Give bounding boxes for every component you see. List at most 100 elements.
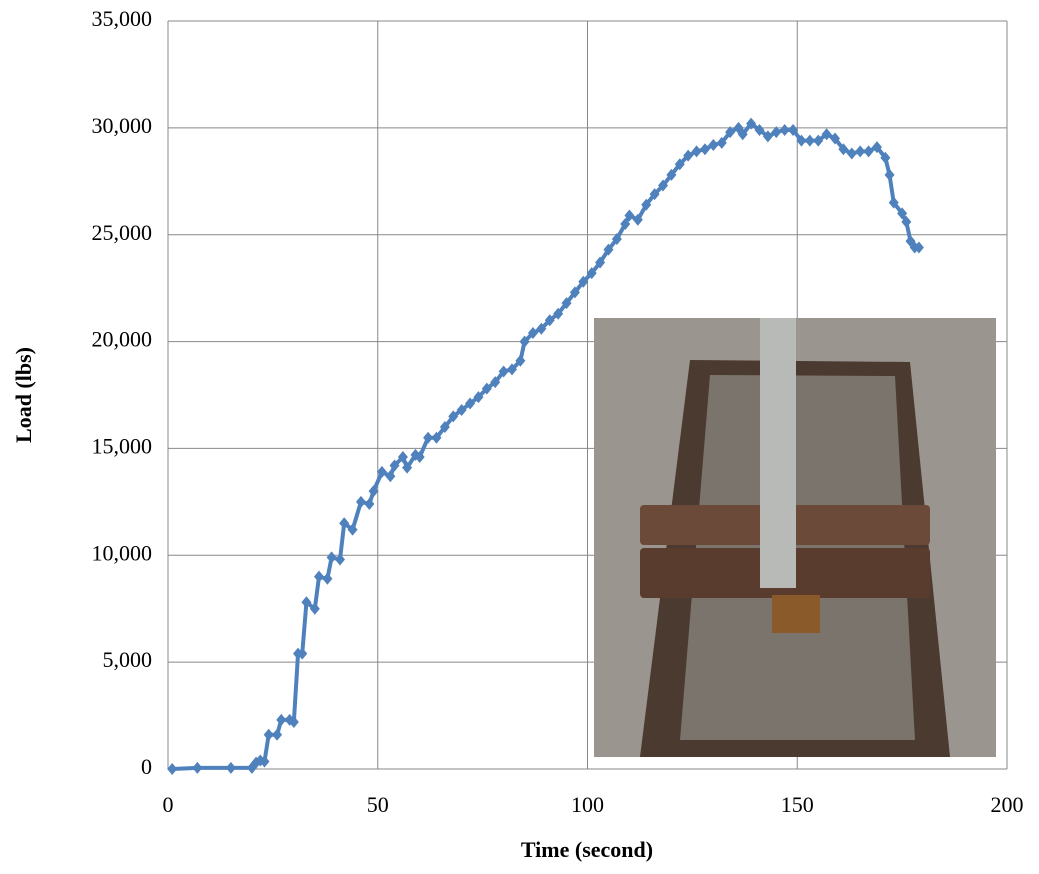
data-point — [578, 275, 589, 288]
x-tick-label: 0 — [163, 792, 174, 817]
data-point — [880, 151, 891, 164]
data-point — [674, 158, 685, 171]
data-point — [167, 763, 178, 775]
data-point — [746, 117, 757, 130]
data-point — [624, 209, 635, 222]
data-point — [498, 365, 509, 378]
data-point — [830, 132, 841, 145]
data-point — [536, 322, 547, 335]
data-point — [339, 517, 350, 530]
data-point — [192, 761, 203, 774]
data-point — [632, 213, 643, 226]
photo-nut — [772, 595, 820, 633]
data-point — [263, 728, 274, 741]
data-point — [762, 130, 773, 143]
data-point — [754, 123, 765, 136]
data-point — [699, 143, 710, 156]
x-axis-title: Time (second) — [521, 837, 653, 862]
data-point — [553, 307, 564, 320]
x-tick-label: 150 — [781, 792, 814, 817]
data-point — [431, 431, 442, 444]
data-point — [897, 207, 908, 220]
data-point — [309, 602, 320, 615]
data-point — [855, 145, 866, 158]
data-point — [385, 470, 396, 483]
data-point — [716, 136, 727, 149]
data-point — [481, 382, 492, 395]
x-tick-label: 100 — [571, 792, 604, 817]
inset-photo — [594, 318, 996, 757]
data-point — [506, 363, 517, 376]
data-point — [288, 715, 299, 728]
plot — [167, 117, 924, 775]
data-point — [863, 145, 874, 158]
data-point — [355, 495, 366, 508]
data-point — [846, 147, 857, 160]
data-point — [620, 218, 631, 231]
y-tick-label: 20,000 — [92, 327, 153, 352]
data-point — [658, 179, 669, 192]
data-point — [272, 728, 283, 741]
data-point — [884, 168, 895, 181]
data-point — [561, 297, 572, 310]
data-point — [641, 198, 652, 211]
data-point — [259, 755, 270, 768]
data-point — [913, 241, 924, 254]
data-point — [456, 403, 467, 416]
data-point — [544, 314, 555, 327]
photo-rod — [760, 318, 796, 588]
data-point — [322, 572, 333, 585]
data-point — [397, 450, 408, 463]
data-point — [326, 551, 337, 564]
data-point — [888, 196, 899, 209]
data-point — [725, 126, 736, 139]
data-point — [423, 431, 434, 444]
data-point — [301, 596, 312, 609]
data-point — [779, 123, 790, 136]
data-point — [871, 141, 882, 154]
data-point — [334, 553, 345, 566]
data-point — [465, 397, 476, 410]
data-point — [611, 232, 622, 245]
grid — [167, 20, 1008, 770]
data-point — [737, 128, 748, 141]
data-point — [595, 256, 606, 269]
data-point — [368, 485, 379, 498]
data-point — [414, 450, 425, 463]
data-point — [225, 761, 236, 774]
data-point — [838, 143, 849, 156]
data-point — [439, 421, 450, 434]
x-tick-label: 50 — [367, 792, 389, 817]
data-point — [389, 459, 400, 472]
data-point — [821, 128, 832, 141]
data-point — [402, 461, 413, 474]
data-point — [691, 145, 702, 158]
data-point — [666, 168, 677, 181]
data-point — [649, 188, 660, 201]
data-point — [733, 121, 744, 134]
data-point — [314, 570, 325, 583]
y-tick-label: 0 — [141, 754, 152, 779]
y-tick-label: 35,000 — [92, 6, 153, 31]
data-point — [788, 123, 799, 136]
data-point — [515, 354, 526, 367]
y-tick-label: 25,000 — [92, 220, 153, 245]
y-tick-label: 15,000 — [92, 433, 153, 458]
y-tick-label: 30,000 — [92, 113, 153, 138]
data-point — [297, 647, 308, 660]
data-point — [569, 286, 580, 299]
data-point — [586, 267, 597, 280]
data-point — [683, 149, 694, 162]
y-axis-title: Load (lbs) — [11, 347, 36, 443]
data-point — [796, 134, 807, 147]
data-point — [276, 713, 287, 726]
data-point — [347, 523, 358, 536]
y-tick-label: 10,000 — [92, 540, 153, 565]
x-tick-label: 200 — [991, 792, 1024, 817]
data-point — [771, 126, 782, 139]
data-point — [376, 465, 387, 478]
y-tick-label: 5,000 — [103, 647, 153, 672]
data-point — [448, 410, 459, 423]
data-point — [473, 391, 484, 404]
